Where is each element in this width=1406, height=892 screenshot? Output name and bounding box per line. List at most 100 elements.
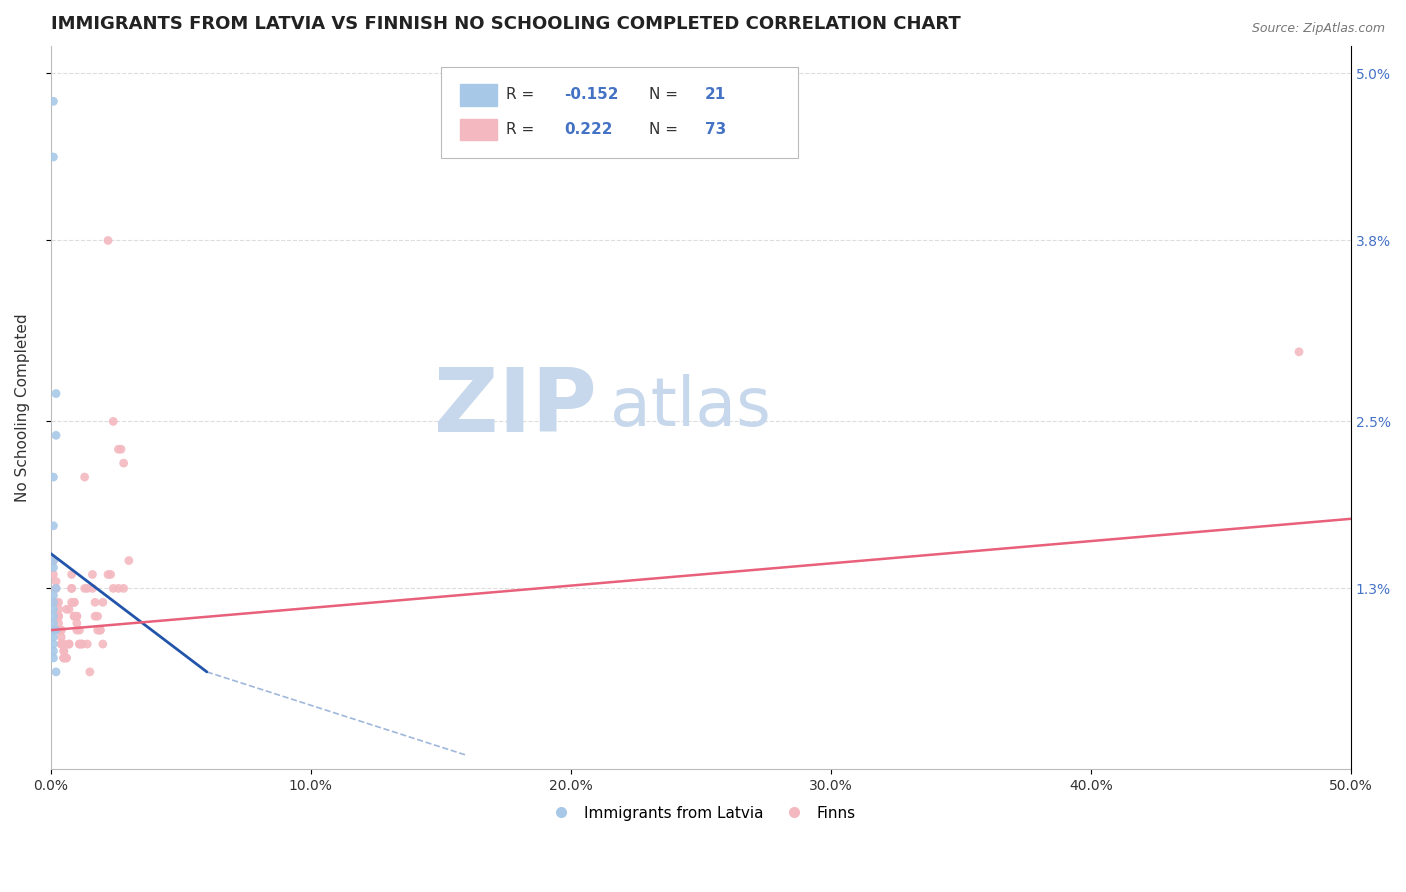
- Point: [82, 567, 104, 582]
- Point: [42, 602, 65, 616]
- Point: [52, 644, 75, 658]
- Point: [63, 609, 86, 624]
- Point: [48, 595, 70, 609]
- Point: [66, 609, 89, 624]
- Point: [86, 623, 108, 637]
- Point: [67, 637, 90, 651]
- Point: [45, 386, 67, 401]
- Point: [112, 582, 135, 596]
- Point: [45, 582, 67, 596]
- Point: [52, 651, 75, 665]
- Point: [48, 609, 70, 624]
- Point: [42, 651, 65, 665]
- Point: [66, 609, 89, 624]
- Point: [48, 623, 70, 637]
- Point: [91, 595, 114, 609]
- Point: [42, 588, 65, 602]
- Point: [48, 616, 70, 631]
- Point: [42, 630, 65, 644]
- Point: [76, 637, 98, 651]
- Text: atlas: atlas: [610, 375, 770, 441]
- Point: [42, 553, 65, 567]
- Text: ZIP: ZIP: [434, 364, 598, 451]
- Point: [63, 595, 86, 609]
- Point: [42, 518, 65, 533]
- Point: [84, 595, 107, 609]
- Point: [42, 560, 65, 574]
- Point: [97, 234, 120, 248]
- Point: [45, 428, 67, 442]
- Point: [48, 602, 70, 616]
- Point: [45, 574, 67, 589]
- Point: [42, 95, 65, 109]
- Point: [42, 567, 65, 582]
- Text: R =: R =: [506, 122, 544, 137]
- Point: [51, 623, 73, 637]
- Point: [42, 150, 65, 164]
- Point: [42, 644, 65, 658]
- Point: [79, 665, 101, 679]
- Point: [103, 582, 125, 596]
- Point: [51, 637, 73, 651]
- Point: [42, 470, 65, 484]
- Point: [51, 623, 73, 637]
- Point: [42, 616, 65, 631]
- Point: [103, 414, 125, 428]
- Point: [73, 582, 96, 596]
- Point: [118, 553, 141, 567]
- Point: [63, 609, 86, 624]
- Bar: [460, 119, 496, 140]
- Text: Source: ZipAtlas.com: Source: ZipAtlas.com: [1251, 22, 1385, 36]
- Point: [60, 595, 83, 609]
- Point: [70, 637, 93, 651]
- Point: [89, 623, 111, 637]
- Point: [112, 456, 135, 470]
- Point: [55, 602, 77, 616]
- Text: N =: N =: [650, 122, 683, 137]
- Point: [67, 623, 90, 637]
- Point: [63, 595, 86, 609]
- Point: [58, 637, 80, 651]
- Point: [110, 442, 132, 457]
- Point: [55, 651, 77, 665]
- Text: R =: R =: [506, 87, 538, 103]
- Point: [91, 637, 114, 651]
- Point: [42, 553, 65, 567]
- Point: [45, 595, 67, 609]
- Point: [66, 616, 89, 631]
- Point: [70, 637, 93, 651]
- Point: [82, 582, 104, 596]
- Legend: Immigrants from Latvia, Finns: Immigrants from Latvia, Finns: [540, 799, 862, 827]
- Point: [48, 609, 70, 624]
- Point: [76, 582, 98, 596]
- Point: [97, 567, 120, 582]
- Point: [52, 651, 75, 665]
- Text: 73: 73: [704, 122, 725, 137]
- Text: 21: 21: [704, 87, 725, 103]
- Point: [58, 602, 80, 616]
- Point: [51, 637, 73, 651]
- Point: [107, 582, 129, 596]
- Point: [60, 567, 83, 582]
- Point: [45, 582, 67, 596]
- Point: [51, 630, 73, 644]
- Text: -0.152: -0.152: [564, 87, 619, 103]
- FancyBboxPatch shape: [441, 68, 799, 158]
- Point: [1288, 344, 1310, 359]
- Text: IMMIGRANTS FROM LATVIA VS FINNISH NO SCHOOLING COMPLETED CORRELATION CHART: IMMIGRANTS FROM LATVIA VS FINNISH NO SCH…: [51, 15, 960, 33]
- Bar: [460, 84, 496, 106]
- Point: [60, 582, 83, 596]
- Text: N =: N =: [650, 87, 683, 103]
- Point: [52, 651, 75, 665]
- Point: [86, 609, 108, 624]
- Point: [66, 623, 89, 637]
- Point: [58, 637, 80, 651]
- Point: [45, 623, 67, 637]
- Point: [42, 609, 65, 624]
- Point: [67, 637, 90, 651]
- Point: [73, 470, 96, 484]
- Point: [60, 582, 83, 596]
- Point: [42, 623, 65, 637]
- Point: [52, 644, 75, 658]
- Text: 0.222: 0.222: [564, 122, 613, 137]
